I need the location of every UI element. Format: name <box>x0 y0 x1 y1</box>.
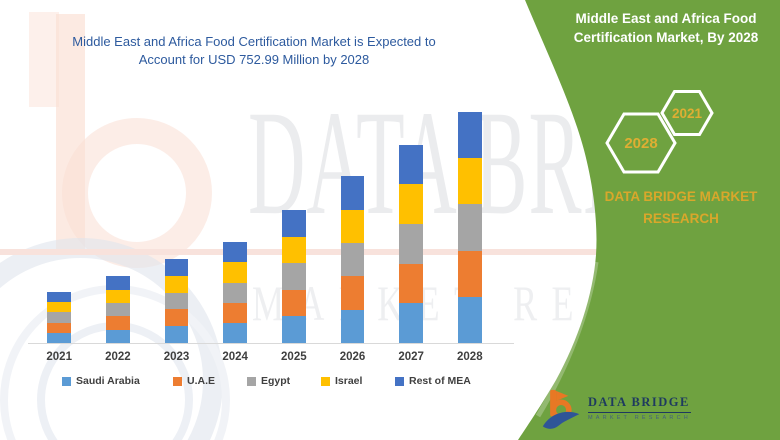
x-tick-2023: 2023 <box>163 351 190 363</box>
hexagon-2028-label: 2028 <box>624 135 657 152</box>
x-tick-2027: 2027 <box>398 351 424 363</box>
legend-item-israel: Israel <box>321 375 362 387</box>
data-bridge-logo-icon <box>542 389 580 429</box>
x-tick-2025: 2025 <box>281 351 307 363</box>
bar-segment-egypt <box>106 302 130 317</box>
brand-wordmark: DATA BRIDGE MARKET RESEARCH <box>583 186 779 230</box>
bar-segment-rest-of-mea <box>458 112 482 159</box>
logo-subtitle: MARKET RESEARCH <box>588 415 691 421</box>
bar-segment-saudi-arabia <box>399 303 423 343</box>
chart-title-line1: Middle East and Africa Food Certificatio… <box>72 34 436 49</box>
bar-segment-u-a-e <box>282 289 306 317</box>
bar-segment-rest-of-mea <box>399 144 423 185</box>
x-tick-2022: 2022 <box>105 351 131 363</box>
x-tick-2026: 2026 <box>339 351 366 363</box>
hexagon-2021-label: 2021 <box>672 106 703 121</box>
bar-segment-u-a-e <box>458 250 482 297</box>
bar-segment-israel <box>47 302 71 313</box>
bar-segment-egypt <box>164 292 189 310</box>
chart-title: Middle East and Africa Food Certificatio… <box>20 33 488 69</box>
legend-item-egypt: Egypt <box>247 375 290 387</box>
bar-segment-saudi-arabia <box>458 296 482 343</box>
bar-segment-egypt <box>282 263 306 290</box>
bar-segment-u-a-e <box>164 309 189 327</box>
data-bridge-logo: DATA BRIDGE MARKET RESEARCH <box>541 387 691 433</box>
bar-segment-rest-of-mea <box>340 176 365 210</box>
bar-segment-u-a-e <box>399 263 423 304</box>
legend-swatch-icon <box>62 376 71 386</box>
bar-segment-saudi-arabia <box>47 332 71 343</box>
brand-wordmark-line1: DATA BRIDGE MARKET <box>604 189 758 204</box>
side-panel-title-line1: Middle East and Africa Food <box>575 11 757 26</box>
brand-wordmark-line2: RESEARCH <box>643 210 719 226</box>
bar-2028 <box>458 112 482 343</box>
bar-segment-egypt <box>47 312 71 323</box>
bar-segment-saudi-arabia <box>164 326 189 343</box>
legend-label: Egypt <box>261 375 291 387</box>
logo-title: DATA BRIDGE <box>588 395 691 413</box>
legend-item-saudi-arabia: Saudi Arabia <box>62 375 140 387</box>
legend-label: Rest of MEA <box>409 375 471 387</box>
legend-swatch-icon <box>395 376 404 386</box>
x-tick-2028: 2028 <box>457 351 483 363</box>
bar-segment-rest-of-mea <box>282 210 306 237</box>
hexagon-badges: 2028 2021 <box>605 90 714 174</box>
x-axis-line <box>28 343 514 344</box>
legend-swatch-icon <box>247 376 256 386</box>
bar-segment-u-a-e <box>340 276 365 310</box>
legend-label: Israel <box>335 375 363 387</box>
bar-segment-egypt <box>458 204 482 251</box>
legend-item-rest-of-mea: Rest of MEA <box>395 375 471 387</box>
x-tick-2021: 2021 <box>46 351 72 363</box>
bar-segment-israel <box>458 158 482 205</box>
chart-title-line2: Account for USD 752.99 Million by 2028 <box>138 52 370 68</box>
side-panel-title-line2: Certification Market, By 2028 <box>573 30 759 46</box>
bar-segment-saudi-arabia <box>340 309 365 343</box>
legend-swatch-icon <box>321 376 330 386</box>
bar-segment-israel <box>223 262 247 283</box>
bar-segment-saudi-arabia <box>282 316 306 343</box>
bar-2027 <box>399 144 423 343</box>
bar-segment-israel <box>340 209 365 244</box>
bar-segment-saudi-arabia <box>106 329 130 343</box>
legend-swatch-icon <box>173 376 182 386</box>
bar-segment-rest-of-mea <box>47 291 71 303</box>
legend-label: Saudi Arabia <box>76 375 140 387</box>
side-panel-title: Middle East and Africa Food Certificatio… <box>556 9 776 47</box>
bar-segment-israel <box>399 184 423 224</box>
